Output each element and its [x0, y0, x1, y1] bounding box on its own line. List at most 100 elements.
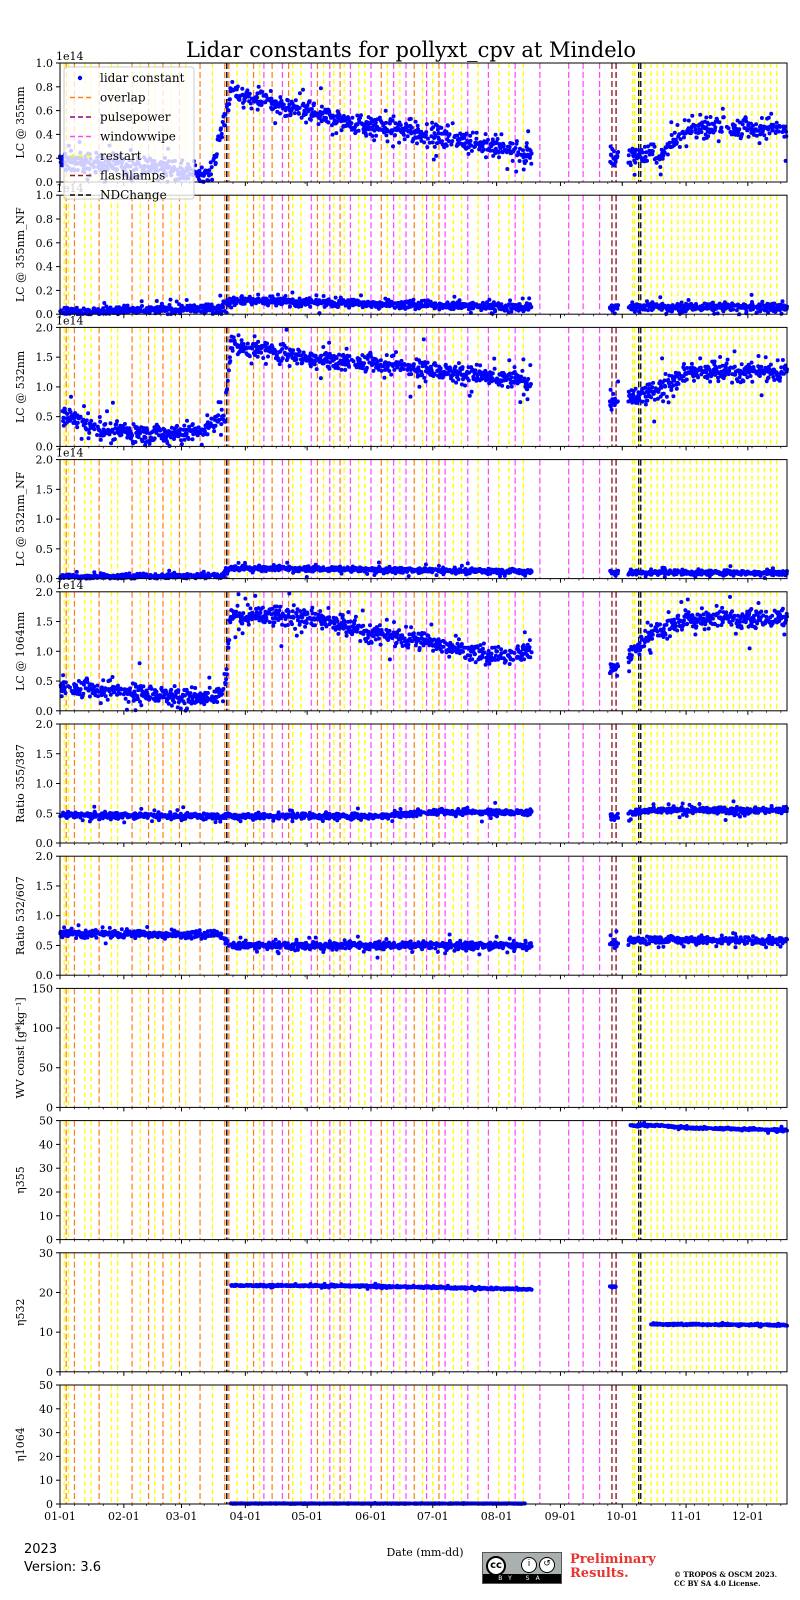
lidar-constant-point — [678, 137, 683, 142]
lidar-constant-point — [319, 104, 324, 109]
lidar-constant-point — [759, 364, 764, 369]
lidar-constant-point — [175, 423, 179, 428]
lidar-constant-point — [365, 356, 370, 361]
lidar-constant-point — [512, 365, 517, 370]
y-tick-label: 0.0 — [36, 176, 54, 189]
lidar-constant-point — [748, 374, 753, 378]
lidar-constant-point — [521, 392, 526, 397]
lidar-constant-point — [634, 147, 638, 152]
lidar-constant-point — [119, 432, 124, 437]
lidar-constant-point — [689, 129, 694, 134]
lidar-constant-point — [145, 428, 150, 432]
lidar-constant-point — [371, 368, 376, 373]
lidar-constant-point — [757, 141, 762, 146]
lidar-constant-point — [513, 146, 518, 150]
lidar-constant-point — [521, 167, 526, 172]
lidar-constant-point — [247, 354, 252, 359]
lidar-constant-point — [611, 391, 616, 396]
lidar-constant-point — [677, 145, 682, 149]
lidar-constant-point — [612, 163, 617, 168]
lidar-constant-point — [434, 153, 439, 158]
lidar-constant-point — [457, 298, 462, 303]
lidar-constant-point — [212, 429, 217, 434]
lidar-constant-point — [480, 144, 485, 149]
lidar-constant-point — [397, 140, 402, 145]
lidar-constant-point — [737, 127, 742, 132]
lidar-constant-point — [498, 142, 502, 147]
lidar-constant-point — [615, 154, 620, 159]
lidar-constant-point — [450, 139, 455, 144]
lidar-constant-point — [626, 153, 631, 158]
lidar-constant-point — [261, 356, 266, 360]
lidar-constant-point — [664, 394, 669, 399]
lidar-constant-point — [628, 163, 633, 168]
lidar-constant-point — [237, 97, 242, 102]
lidar-constant-point — [444, 143, 449, 148]
lidar-constant-point — [213, 423, 218, 428]
lidar-constant-point — [109, 441, 114, 446]
lidar-constant-point — [179, 438, 184, 443]
lidar-constant-point — [696, 375, 701, 380]
lidar-constant-point — [101, 306, 106, 311]
lidar-constant-point — [87, 430, 92, 435]
lidar-constant-point — [524, 141, 529, 146]
lidar-constant-point — [79, 436, 84, 441]
lidar-constant-point — [167, 568, 172, 573]
lidar-constant-point — [642, 144, 647, 149]
lidar-constant-point — [464, 131, 469, 136]
lidar-constant-point — [774, 120, 779, 125]
lidar-constant-point — [612, 149, 616, 154]
lidar-constant-point — [528, 382, 533, 386]
lidar-constant-point — [308, 304, 313, 309]
lidar-constant-point — [284, 113, 289, 118]
lidar-constant-point — [339, 128, 344, 133]
lidar-constant-point — [74, 569, 79, 574]
lidar-constant-point — [218, 400, 223, 405]
lidar-constant-point — [296, 111, 301, 116]
lidar-constant-point — [350, 115, 355, 120]
lidar-constant-point — [291, 348, 296, 353]
lidar-constant-point — [284, 327, 289, 332]
lidar-constant-point — [338, 295, 343, 300]
lidar-constant-point — [108, 421, 113, 426]
lidar-constant-point — [384, 133, 389, 138]
lidar-constant-point — [224, 310, 229, 315]
lidar-constant-point — [651, 380, 656, 385]
lidar-constant-point — [344, 346, 349, 351]
lidar-constant-point — [269, 96, 274, 101]
lidar-constant-point — [309, 107, 314, 111]
lidar-constant-point — [330, 132, 335, 137]
lidar-constant-point — [719, 129, 724, 134]
lidar-constant-point — [335, 120, 339, 124]
lidar-constant-point — [245, 88, 250, 93]
lidar-constant-point — [241, 105, 246, 110]
lidar-constant-point — [433, 363, 438, 368]
lidar-constant-point — [526, 129, 531, 134]
lidar-constant-point — [776, 129, 781, 134]
y-axis-label: LC @ 355nm — [14, 86, 27, 159]
lidar-constant-point — [227, 102, 232, 107]
lidar-constant-point — [666, 400, 671, 405]
lidar-constant-point — [337, 113, 342, 118]
lidar-constant-point — [415, 123, 420, 128]
lidar-constant-point — [706, 134, 711, 139]
lidar-constant-point — [228, 338, 233, 343]
lidar-constant-point — [343, 117, 348, 122]
lidar-constant-point — [744, 119, 749, 124]
lidar-constant-point — [263, 361, 268, 366]
lidar-constant-point — [684, 144, 689, 149]
lidar-constant-point — [401, 132, 406, 137]
lidar-constant-point — [692, 378, 696, 383]
lidar-constant-point — [730, 380, 735, 385]
lidar-constant-point — [643, 154, 648, 159]
lidar-constant-point — [474, 130, 479, 135]
lidar-constant-point — [493, 309, 498, 314]
lidar-constant-point — [249, 361, 254, 366]
lidar-constant-point — [693, 123, 697, 128]
lidar-constant-point — [456, 377, 461, 382]
lidar-constant-point — [712, 359, 717, 364]
lidar-constant-point — [644, 150, 649, 155]
lidar-constant-point — [225, 387, 230, 392]
lidar-constant-point — [493, 151, 498, 156]
